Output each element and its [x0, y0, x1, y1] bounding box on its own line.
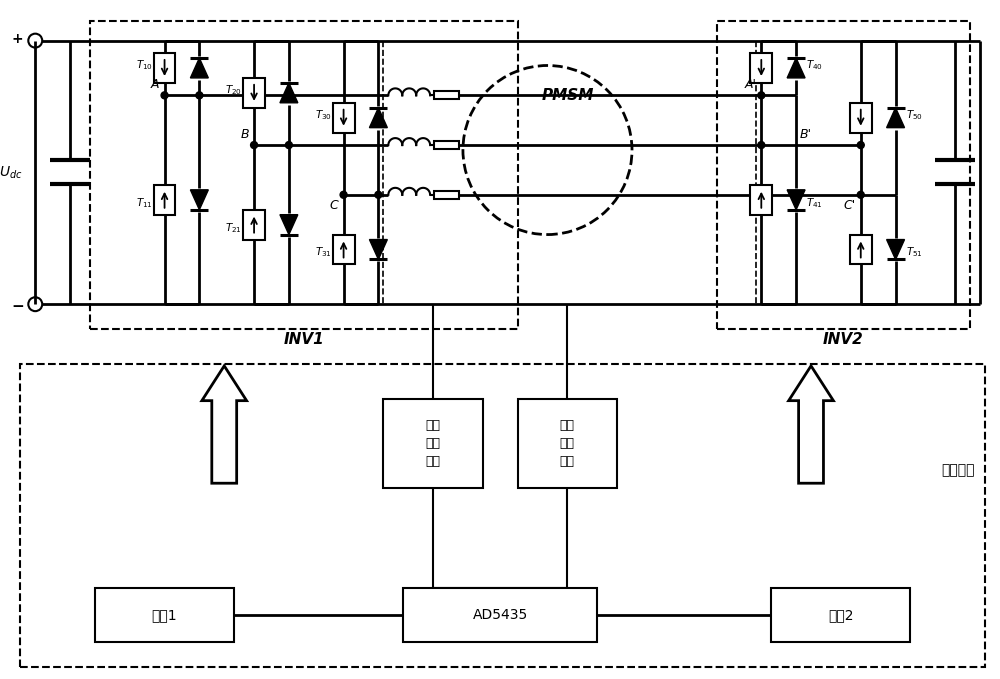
Circle shape — [285, 142, 292, 149]
Polygon shape — [369, 108, 387, 128]
Bar — [243, 210, 265, 240]
Text: 电流
信号
采集: 电流 信号 采集 — [426, 419, 441, 468]
Bar — [90, 21, 518, 329]
Bar — [750, 53, 772, 83]
Polygon shape — [190, 58, 208, 78]
Polygon shape — [280, 83, 298, 103]
Text: $T_{21}$: $T_{21}$ — [225, 221, 242, 234]
Polygon shape — [369, 240, 387, 259]
Bar — [850, 103, 872, 132]
Text: $T_{41}$: $T_{41}$ — [806, 196, 823, 210]
Circle shape — [758, 142, 765, 149]
Bar — [750, 185, 772, 215]
Bar — [434, 92, 459, 99]
Bar — [154, 53, 175, 83]
Polygon shape — [789, 366, 833, 483]
Text: $T_{31}$: $T_{31}$ — [315, 246, 332, 259]
Polygon shape — [787, 58, 805, 78]
Bar — [850, 234, 872, 264]
Text: C: C — [330, 199, 339, 212]
Text: $U_{dc}$: $U_{dc}$ — [0, 164, 22, 181]
Text: PMSM: PMSM — [541, 88, 594, 103]
Bar — [403, 587, 597, 642]
Bar — [243, 78, 265, 108]
Text: 控制模块: 控制模块 — [942, 463, 975, 477]
Text: $T_{10}$: $T_{10}$ — [136, 58, 153, 72]
Text: $T_{50}$: $T_{50}$ — [906, 108, 923, 122]
Bar — [717, 21, 970, 329]
Text: $T_{20}$: $T_{20}$ — [225, 83, 242, 97]
Bar — [518, 399, 617, 488]
Bar — [333, 234, 355, 264]
Circle shape — [340, 191, 347, 198]
Bar — [434, 141, 459, 149]
Bar — [154, 185, 175, 215]
Text: C': C' — [844, 199, 856, 212]
Polygon shape — [280, 215, 298, 234]
Bar — [20, 364, 985, 667]
Circle shape — [857, 142, 864, 149]
Text: −: − — [11, 299, 24, 314]
Text: A: A — [151, 78, 160, 92]
Text: A': A' — [744, 78, 756, 92]
Text: $T_{11}$: $T_{11}$ — [136, 196, 153, 210]
Circle shape — [251, 142, 258, 149]
Text: AD5435: AD5435 — [473, 608, 528, 622]
Circle shape — [161, 92, 168, 99]
Text: 位置
信号
采集: 位置 信号 采集 — [560, 419, 575, 468]
Polygon shape — [887, 240, 905, 259]
Circle shape — [375, 191, 382, 198]
Text: INV2: INV2 — [823, 332, 864, 347]
Text: $T_{51}$: $T_{51}$ — [906, 246, 922, 259]
Text: 驱动2: 驱动2 — [828, 608, 854, 622]
Text: B: B — [240, 128, 249, 141]
Polygon shape — [887, 108, 905, 128]
Polygon shape — [202, 366, 247, 483]
Circle shape — [758, 92, 765, 99]
Bar — [383, 399, 483, 488]
Text: $T_{40}$: $T_{40}$ — [806, 58, 823, 72]
Text: B': B' — [800, 128, 812, 141]
Bar — [333, 103, 355, 132]
Polygon shape — [787, 190, 805, 210]
Text: INV1: INV1 — [283, 332, 324, 347]
Circle shape — [196, 92, 203, 99]
Bar — [95, 587, 234, 642]
Text: +: + — [12, 32, 23, 45]
Bar — [771, 587, 910, 642]
Circle shape — [857, 191, 864, 198]
Bar — [434, 191, 459, 199]
Polygon shape — [190, 190, 208, 210]
Text: $T_{30}$: $T_{30}$ — [315, 108, 332, 122]
Text: 驱动1: 驱动1 — [152, 608, 177, 622]
